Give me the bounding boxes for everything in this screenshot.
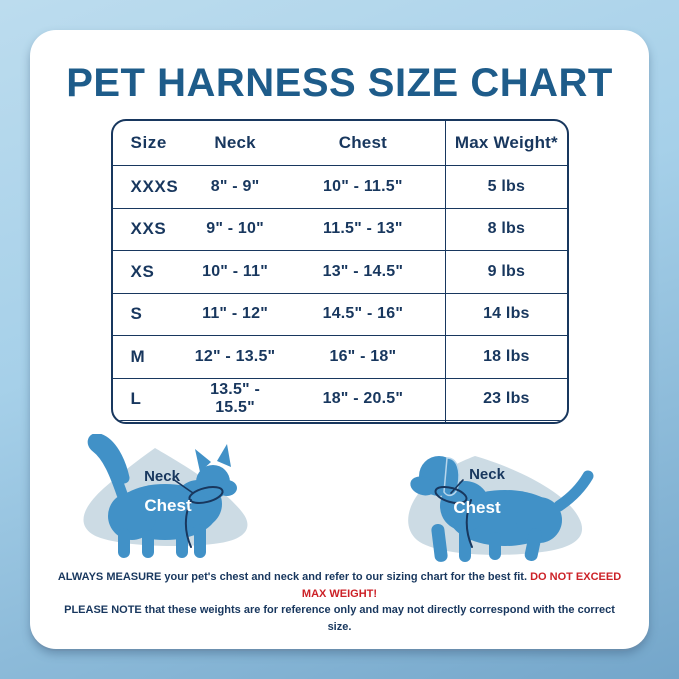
- footer-note: ALWAYS MEASURE your pet's chest and neck…: [30, 569, 649, 635]
- footer-line-1: ALWAYS MEASURE your pet's chest and neck…: [56, 569, 623, 602]
- column-header-chest: Chest: [338, 133, 387, 152]
- dog-chest-label: Chest: [453, 498, 501, 517]
- size-cell: XXXS: [130, 176, 179, 196]
- neck-cell: 12" - 13.5": [194, 347, 276, 365]
- footer-max-weight-warning: DO NOT EXCEED MAX WEIGHT!: [301, 571, 622, 600]
- size-cell: XXS: [130, 219, 167, 239]
- table-row: XL 15.5" - 18" 20.5" - 23" 28 lbs: [112, 420, 567, 422]
- max-weight-cell: 28 lbs: [445, 421, 566, 422]
- neck-cell: 9" - 10": [206, 220, 264, 238]
- dog-neck-pointer-line: [450, 479, 464, 494]
- max-weight-cell: 23 lbs: [445, 378, 566, 420]
- measurement-diagrams: Neck Chest: [30, 434, 649, 569]
- footer-line-2-text: that these weights are for reference onl…: [141, 604, 615, 633]
- dog-illustration: Neck Chest: [408, 456, 594, 562]
- footer-please-note-label: PLEASE NOTE: [64, 604, 142, 616]
- table-row: L 13.5" - 15.5" 18" - 20.5" 23 lbs: [112, 377, 567, 420]
- dog-muzzle: [410, 476, 436, 496]
- max-weight-cell: 5 lbs: [445, 166, 566, 208]
- max-weight-cell: 14 lbs: [445, 293, 566, 335]
- cat-neck-label: Neck: [144, 468, 181, 485]
- cat-chest-strap: [184, 499, 192, 548]
- page-title: PET HARNESS SIZE CHART: [66, 61, 613, 105]
- chest-cell: 13" - 14.5": [322, 262, 404, 280]
- column-header-neck: Neck: [214, 133, 256, 152]
- column-header-max-weight: Max Weight*: [445, 121, 566, 165]
- size-table: Size Neck Chest Max Weight* XXXS 8" - 9"…: [110, 119, 569, 424]
- cat-measurement-lines: [172, 478, 224, 548]
- max-weight-cell: 18 lbs: [445, 336, 566, 378]
- table-row: XS 10" - 11" 13" - 14.5" 9 lbs: [112, 250, 567, 293]
- table-row: XXXS 8" - 9" 10" - 11.5" 5 lbs: [112, 165, 567, 208]
- dog-tail: [553, 470, 594, 512]
- table-header-row: Size Neck Chest Max Weight*: [113, 121, 567, 165]
- cat-neck-pointer-line: [172, 478, 194, 494]
- footer-line-2: PLEASE NOTE that these weights are for r…: [56, 602, 623, 635]
- cat-neck-ring: [188, 486, 224, 504]
- dog-neck-label: Neck: [469, 466, 506, 483]
- table-row: M 12" - 13.5" 16" - 18" 18 lbs: [112, 335, 567, 378]
- neck-cell: 8" - 9": [210, 177, 260, 195]
- size-cell: L: [130, 389, 142, 409]
- size-chart-card: PET HARNESS SIZE CHART Size Neck Chest M…: [30, 30, 649, 649]
- cat-ear-icon: [217, 444, 231, 467]
- table-row: XXS 9" - 10" 11.5" - 13" 8 lbs: [112, 207, 567, 250]
- dog-measurement-lines: [434, 479, 473, 548]
- neck-cell: 13.5" - 15.5": [210, 381, 261, 417]
- cat-ear-icon: [195, 449, 211, 472]
- cat-illustration: Neck Chest: [83, 434, 248, 558]
- table-row: S 11" - 12" 14.5" - 16" 14 lbs: [112, 292, 567, 335]
- neck-cell: 11" - 12": [202, 305, 269, 323]
- dog-chest-strap: [465, 499, 473, 548]
- max-weight-cell: 9 lbs: [445, 251, 566, 293]
- chest-cell: 18" - 20.5": [322, 390, 404, 408]
- dog-neck-ring: [434, 485, 468, 505]
- column-header-size: Size: [130, 133, 167, 152]
- footer-always-measure-label: ALWAYS MEASURE: [57, 571, 162, 583]
- cat-chest-label: Chest: [144, 496, 192, 515]
- chest-cell: 14.5" - 16": [322, 305, 404, 323]
- neck-cell: 10" - 11": [202, 262, 269, 280]
- cat-tail: [87, 434, 130, 500]
- max-weight-cell: 8 lbs: [445, 208, 566, 250]
- chest-cell: 16" - 18": [329, 347, 397, 365]
- size-cell: S: [130, 304, 143, 324]
- size-cell: M: [130, 346, 146, 366]
- chest-cell: 11.5" - 13": [323, 220, 403, 238]
- footer-line-1-text: your pet's chest and neck and refer to o…: [161, 571, 531, 583]
- size-cell: XS: [130, 261, 155, 281]
- chest-cell: 10" - 11.5": [323, 177, 403, 195]
